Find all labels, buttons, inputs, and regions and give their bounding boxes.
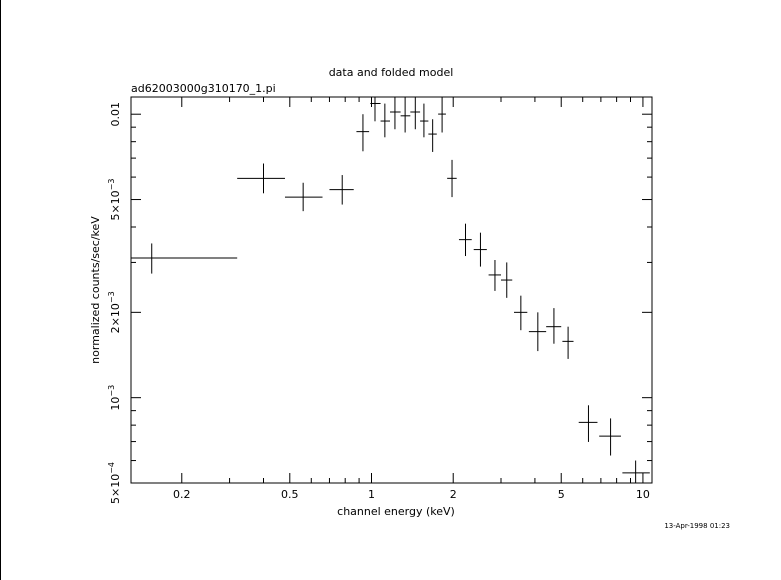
- data-point: [237, 163, 285, 194]
- x-tick-label: 1: [368, 488, 375, 501]
- y-tick-label: 5×10−4: [107, 462, 122, 504]
- data-point: [622, 460, 650, 483]
- chart-title: data and folded model: [329, 66, 454, 79]
- data-point: [599, 418, 621, 456]
- data-point: [578, 405, 598, 442]
- data-point: [528, 312, 547, 352]
- x-axis-label: channel energy (keV): [337, 505, 455, 518]
- data-point: [458, 223, 472, 257]
- y-tick-label: 2×10−3: [107, 291, 122, 333]
- data-point: [356, 114, 370, 152]
- y-tick-label: 5×10−3: [107, 179, 122, 221]
- axis-ticks: [131, 97, 652, 484]
- data-point: [131, 243, 238, 274]
- x-tick-label: 0.2: [173, 488, 191, 501]
- x-tick-label: 0.5: [281, 488, 299, 501]
- y-axis-label: normalized counts/sec/keV: [89, 216, 102, 364]
- chart-subtitle: ad62003000g310170_1.pi: [131, 82, 276, 95]
- tick-labels: 0.2 0.5 1 2 5 10 0.01 5×10−3 2×10−3 10−3 5×10−4: [107, 102, 650, 504]
- data-point: [562, 326, 574, 359]
- y-tick-label: 0.01: [109, 102, 122, 127]
- x-tick-label: 5: [558, 488, 565, 501]
- data-point: [473, 232, 487, 267]
- data-point: [438, 97, 446, 133]
- data-point: [514, 295, 528, 331]
- data-point: [428, 119, 437, 152]
- data-point: [329, 175, 354, 205]
- data-point: [546, 308, 562, 344]
- data-point: [420, 103, 429, 138]
- data-point: [380, 103, 391, 138]
- plot-frame: [130, 96, 653, 484]
- data-point: [501, 262, 513, 298]
- data-point: [370, 97, 381, 122]
- y-tick-label: 10−3: [107, 385, 122, 411]
- data-point: [390, 97, 401, 130]
- data-point: [400, 97, 411, 133]
- data-point: [284, 182, 323, 212]
- data-points: [131, 97, 650, 483]
- window-left-border: [0, 0, 1, 580]
- x-tick-label: 10: [636, 488, 650, 501]
- data-point: [488, 259, 502, 291]
- data-point: [447, 159, 457, 198]
- x-tick-label: 2: [450, 488, 457, 501]
- timestamp: 13-Apr-1998 01:23: [664, 522, 730, 530]
- data-point: [410, 97, 421, 130]
